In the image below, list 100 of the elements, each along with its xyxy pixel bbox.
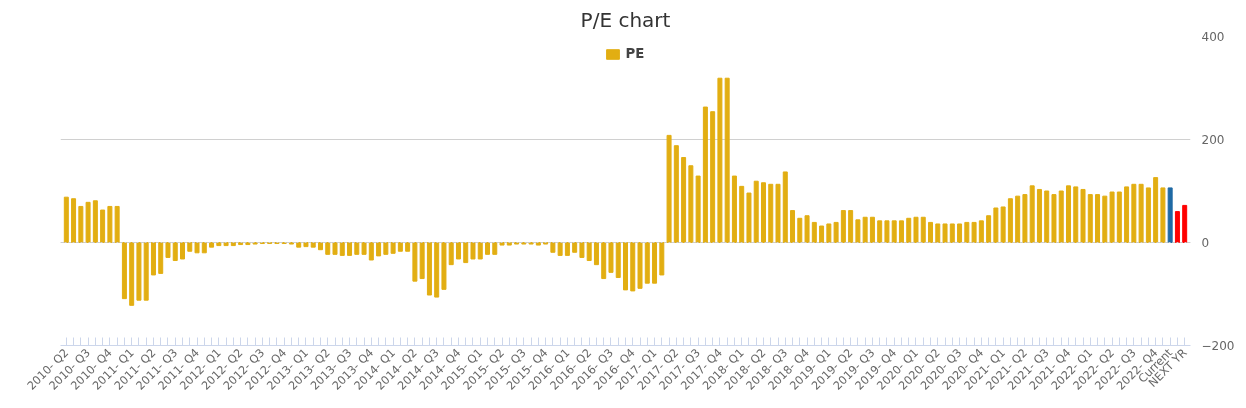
bar xyxy=(862,216,868,243)
bar xyxy=(470,242,476,260)
bar xyxy=(731,175,737,243)
bar xyxy=(1058,190,1064,243)
bar xyxy=(615,242,621,279)
bar xyxy=(143,242,149,301)
bar xyxy=(848,210,854,243)
bar xyxy=(1182,204,1188,243)
bar xyxy=(158,242,164,274)
bar xyxy=(797,217,803,243)
bar xyxy=(898,220,904,243)
bar xyxy=(913,216,919,243)
bar xyxy=(390,242,396,254)
bar xyxy=(1167,187,1173,243)
bar xyxy=(1051,194,1057,243)
bar xyxy=(869,216,875,243)
bar xyxy=(172,242,178,262)
bar xyxy=(906,217,912,243)
bar xyxy=(659,242,665,276)
bar xyxy=(652,242,658,284)
bar xyxy=(1116,191,1122,243)
bar xyxy=(347,242,353,256)
bar xyxy=(739,185,745,243)
bar xyxy=(136,242,142,301)
bar xyxy=(819,225,825,243)
bar xyxy=(419,242,425,280)
bar xyxy=(1160,187,1166,243)
bar xyxy=(383,242,389,255)
bar xyxy=(441,242,447,290)
bar xyxy=(1036,188,1042,243)
bar xyxy=(63,196,69,243)
y-tick-label: −200 xyxy=(1201,339,1235,353)
bar xyxy=(85,201,91,243)
bar xyxy=(405,242,411,252)
bar xyxy=(78,205,84,243)
bar xyxy=(129,242,135,306)
bar xyxy=(949,223,955,243)
bar xyxy=(485,242,491,255)
bar xyxy=(775,183,781,243)
y-tick-label: 200 xyxy=(1201,133,1225,147)
bar xyxy=(92,200,98,243)
bar xyxy=(673,145,679,243)
bar xyxy=(455,242,461,260)
bar xyxy=(710,111,716,243)
bar xyxy=(681,157,687,243)
bar xyxy=(1029,185,1035,243)
bar xyxy=(790,210,796,243)
bar xyxy=(354,242,360,255)
bar xyxy=(1109,191,1115,243)
bar xyxy=(942,223,948,243)
bar xyxy=(194,242,200,254)
bar xyxy=(492,242,498,255)
bar xyxy=(593,242,599,266)
bar xyxy=(601,242,607,280)
bar xyxy=(928,221,934,243)
bar xyxy=(630,242,636,292)
bar xyxy=(579,242,585,258)
bar xyxy=(448,242,454,266)
legend-label: PE xyxy=(625,46,646,61)
bar xyxy=(826,223,832,243)
bar xyxy=(100,209,106,243)
bar xyxy=(891,220,897,243)
bar xyxy=(971,221,977,243)
bar xyxy=(1153,177,1159,243)
bar xyxy=(644,242,650,284)
bar xyxy=(702,106,708,243)
bar xyxy=(1015,195,1021,243)
bar xyxy=(368,242,374,261)
bar xyxy=(397,242,403,252)
bar xyxy=(623,242,628,291)
bar xyxy=(209,242,215,248)
bar xyxy=(760,182,766,243)
chart-title: P/E chart xyxy=(580,7,671,32)
bar xyxy=(717,77,723,243)
y-tick-label: 0 xyxy=(1201,236,1210,250)
bar xyxy=(935,223,941,243)
bar xyxy=(339,242,345,256)
bar xyxy=(1087,194,1093,243)
bar xyxy=(957,223,963,243)
bar xyxy=(724,77,730,243)
bar xyxy=(572,242,578,253)
bar xyxy=(1022,194,1028,243)
bar xyxy=(1073,186,1079,243)
bar xyxy=(1145,187,1151,243)
bar xyxy=(150,242,156,276)
bar xyxy=(637,242,643,289)
bar xyxy=(840,210,846,243)
bar xyxy=(426,242,432,296)
bar xyxy=(811,221,817,243)
bar xyxy=(746,192,752,243)
bar xyxy=(804,215,810,243)
bar xyxy=(317,242,323,251)
bar xyxy=(753,180,759,243)
bar xyxy=(564,242,570,256)
bar xyxy=(332,242,338,255)
bar xyxy=(121,242,127,300)
bar xyxy=(310,242,316,248)
bar xyxy=(71,198,77,243)
bar xyxy=(1124,186,1130,243)
bar xyxy=(666,134,672,243)
